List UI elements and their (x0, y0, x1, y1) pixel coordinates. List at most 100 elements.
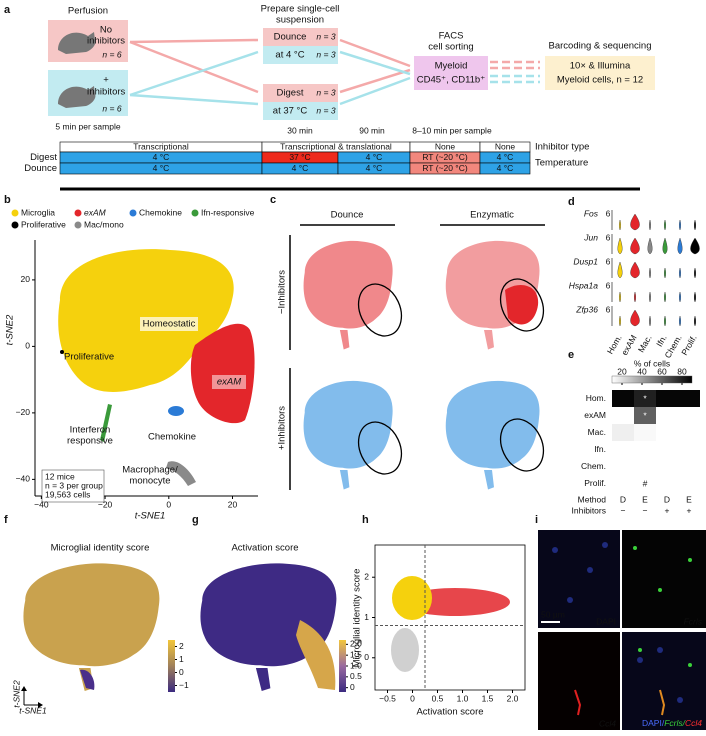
colorbar-tick: 1.0 (350, 660, 362, 670)
table-cell (479, 162, 531, 175)
violin (679, 267, 681, 279)
label: DAPI (596, 616, 616, 626)
label: Perfusion (68, 6, 108, 17)
annotation: exAM (217, 377, 241, 388)
colorbar-tick: 40 (637, 366, 647, 376)
violin (664, 315, 666, 327)
label: Dounce (274, 32, 307, 43)
y-tick-label: 2 (364, 571, 369, 581)
annotation: Macrophage/ (122, 465, 178, 476)
x-tick-label: 20 (228, 499, 238, 509)
colorbar-tick: 2 (179, 641, 184, 651)
violin (630, 261, 640, 279)
label: Myeloid (435, 61, 468, 72)
label: Prepare single-cell (261, 4, 340, 15)
violin-plots (611, 210, 700, 327)
inhibitor-table (59, 141, 531, 175)
label: −Inhibitors (277, 270, 288, 314)
colorbar-tick: 80 (677, 366, 687, 376)
legend-swatch (74, 221, 82, 229)
violin (679, 291, 681, 303)
heat-cell (612, 424, 634, 441)
table-cell-text: 4 °C (366, 163, 383, 173)
row-label: Prolif. (584, 478, 606, 488)
colorbar-tick: −1 (179, 680, 189, 690)
label: 10× & Illumina (570, 61, 631, 72)
legend-swatch (74, 209, 82, 217)
label: suspension (276, 15, 324, 26)
label: Microglial identity score (352, 569, 363, 668)
table-cell-text: 4 °C (497, 152, 514, 162)
panel-h-axes (372, 545, 525, 693)
channel: Fcrls/ (664, 718, 686, 728)
heat-cell (612, 475, 634, 492)
label: − (621, 505, 626, 515)
panel-h-plot (374, 544, 526, 691)
label: n = 3 (316, 49, 335, 59)
label: 30 min (287, 125, 313, 135)
table-header: None (495, 141, 516, 151)
table-cell-text: 4 °C (292, 163, 309, 173)
heat-cell (634, 458, 656, 475)
row-label: Dounce (24, 163, 57, 174)
label: D (664, 494, 670, 504)
x-tick-label: −20 (98, 499, 113, 509)
gene: Jun (583, 232, 598, 242)
label: Temperature (535, 158, 588, 169)
label: i (535, 514, 538, 526)
label: t-SNE2 (11, 680, 21, 708)
heat-cell (634, 390, 656, 407)
heat-cell (634, 407, 656, 424)
table-header: None (435, 141, 456, 151)
table-cell-text: RT (~20 °C) (422, 163, 468, 173)
legend-entry: Ifn-responsive (201, 207, 255, 217)
heat-cell (612, 390, 634, 407)
annotation: Chemokine (148, 432, 196, 443)
violin (694, 219, 696, 231)
table-cell-text: 4 °C (366, 152, 383, 162)
gene: Hspa1a (569, 280, 599, 290)
row-label: Chem. (581, 461, 606, 471)
y-tick-label: −20 (16, 407, 31, 417)
y-tick-label: 6 (606, 304, 611, 314)
label: t-SNE1 (135, 511, 166, 522)
violin (619, 315, 621, 327)
legend-entry: Proliferative (21, 219, 66, 229)
microscopy (538, 530, 706, 730)
gene: Zfp36 (575, 304, 598, 314)
label: at 4 °C (275, 50, 304, 61)
heat-cell (678, 424, 700, 441)
violin (694, 267, 696, 279)
y-tick-label: 1 (364, 612, 369, 622)
violin (630, 237, 640, 255)
heat-cell (612, 407, 634, 424)
violin (677, 237, 683, 255)
legend-entry: exAM (84, 207, 107, 217)
gene: Fos (584, 208, 599, 218)
violin (649, 219, 651, 231)
table-cell-text: 37 °C (289, 152, 310, 162)
label: + (665, 505, 670, 515)
significance: * (643, 410, 647, 420)
violin (679, 315, 681, 327)
heat-cell (656, 424, 678, 441)
label: n = 3 (316, 105, 335, 115)
violin (630, 309, 640, 327)
channel: DAPI/ (642, 718, 665, 728)
label: E (642, 494, 648, 504)
x-tick-label: 0 (410, 693, 415, 703)
legend-swatch (11, 209, 19, 217)
heat-cell (678, 441, 700, 458)
y-tick-label: 6 (606, 208, 611, 218)
channel: Ccl4 (685, 718, 702, 728)
label: No (100, 25, 112, 36)
label: E (686, 494, 692, 504)
label: + (103, 75, 109, 86)
violin (630, 213, 640, 231)
label: n = 3 (316, 87, 335, 97)
label: Digest (277, 88, 304, 99)
significance: # (643, 478, 648, 488)
heat-cell (656, 441, 678, 458)
label: n = 6 (102, 49, 121, 59)
label: Method (578, 494, 607, 504)
